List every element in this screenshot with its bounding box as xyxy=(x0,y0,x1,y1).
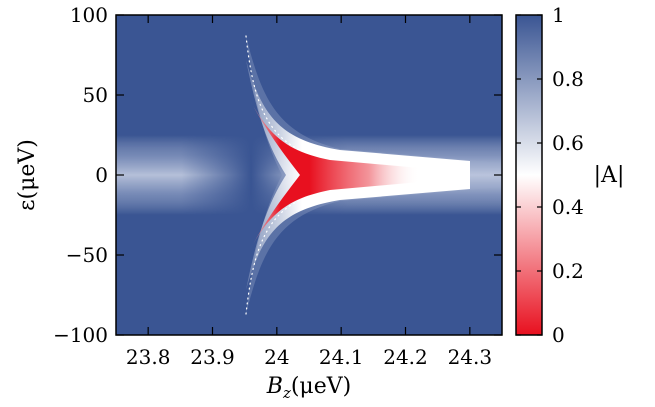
heatmap xyxy=(116,15,502,335)
x-tick-label: 24.1 xyxy=(319,345,364,369)
x-tick-label: 24.3 xyxy=(448,345,493,369)
y-tick-label: 50 xyxy=(83,83,108,107)
colorbar-tick-label: 1 xyxy=(552,3,565,27)
colorbar-tick-label: 0.8 xyxy=(552,67,584,91)
x-tick-label: 24.2 xyxy=(383,345,428,369)
y-axis: 100 50 0 −50 −100 xyxy=(53,3,502,347)
y-tick-label: 100 xyxy=(70,3,108,27)
colorbar-tick-label: 0.6 xyxy=(552,131,584,155)
colorbar: 1 0.8 0.6 0.4 0.2 0 xyxy=(515,3,584,347)
y-tick-label: −100 xyxy=(53,323,108,347)
x-tick-label: 23.9 xyxy=(190,345,235,369)
y-tick-label: −50 xyxy=(66,243,108,267)
colorbar-label: |A| xyxy=(594,163,625,188)
x-tick-label: 24 xyxy=(264,345,289,369)
x-tick-label: 23.8 xyxy=(126,345,171,369)
y-axis-label: ε(μeV) xyxy=(15,139,40,211)
colorbar-tick-label: 0.2 xyxy=(552,259,584,283)
x-axis-label: Bz(μeV) xyxy=(266,374,351,402)
colorbar-gradient xyxy=(515,14,543,336)
x-axis: 23.8 23.9 24 24.1 24.2 24.3 xyxy=(126,15,492,369)
horn-red-core xyxy=(250,100,420,250)
colorbar-tick-label: 0 xyxy=(552,323,565,347)
y-tick-label: 0 xyxy=(95,163,108,187)
colorbar-tick-label: 0.4 xyxy=(552,195,584,219)
